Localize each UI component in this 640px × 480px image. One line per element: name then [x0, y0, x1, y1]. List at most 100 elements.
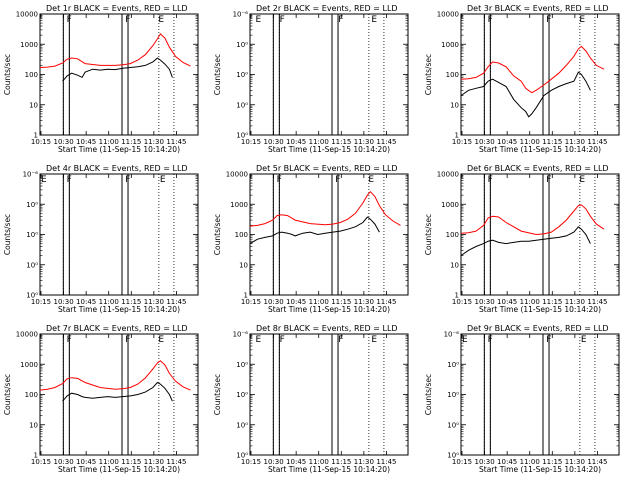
flag-label: E [368, 175, 374, 185]
flag-label: F [335, 175, 340, 185]
x-tick-label: 10:15 [31, 138, 51, 146]
x-tick-label: 10:15 [452, 298, 472, 306]
x-axis-label: Start Time (11-Sep-15 10:14:20) [58, 465, 180, 474]
y-tick-label: 10⁰ [26, 292, 38, 300]
x-tick-label: 11:30 [144, 298, 164, 306]
y-tick-label: 10⁰ [236, 421, 248, 429]
series-lld-line [39, 360, 191, 391]
x-axis-label: Start Time (11-Sep-15 10:14:20) [479, 465, 601, 474]
y-tick-label: 10⁰ [26, 261, 38, 269]
x-tick-label: 10:15 [452, 138, 472, 146]
y-tick-label: 10⁰ [26, 231, 38, 239]
y-tick-label: 10⁰ [447, 361, 459, 369]
y-tick-label: 10⁻⁶ [233, 11, 249, 19]
panel-3: Det 3r BLACK = Events, RED = LLD 10:15 10:… [424, 4, 620, 154]
x-tick-label: 10:30 [53, 298, 73, 306]
x-tick-label: 10:45 [286, 138, 306, 146]
x-tick-label: 11:30 [354, 458, 374, 466]
series-lld-line [39, 33, 191, 68]
flag-label: E [579, 175, 585, 185]
y-tick-label: 10⁰ [236, 132, 248, 140]
y-tick-label: 1 [455, 292, 459, 300]
y-tick-label: 10000 [437, 171, 459, 179]
x-tick-label: 11:15 [542, 138, 562, 146]
x-tick-label: 11:15 [121, 138, 141, 146]
series-events-line [62, 57, 173, 82]
y-tick-label: 1 [244, 292, 248, 300]
y-tick-label: 10⁰ [236, 101, 248, 109]
x-axis-label: Start Time (11-Sep-15 10:14:20) [268, 145, 390, 154]
x-tick-label: 11:45 [587, 138, 607, 146]
x-tick-label: 10:45 [76, 458, 96, 466]
y-axis-label: Counts/sec [3, 54, 12, 95]
flag-label: F [338, 15, 343, 25]
panel-title: Det 7r BLACK = Events, RED = LLD [46, 324, 188, 333]
y-tick-label: 10⁰ [447, 391, 459, 399]
x-tick-label: 11:45 [376, 298, 396, 306]
x-tick-label: 10:30 [474, 298, 494, 306]
x-tick-label: 11:45 [166, 298, 186, 306]
series-lld-line [460, 204, 605, 236]
flag-label: F [67, 15, 72, 25]
flag-label: F [546, 175, 551, 185]
y-tick-label: 10⁰ [447, 421, 459, 429]
x-tick-label: 11:30 [144, 138, 164, 146]
y-axis-label: Counts/sec [424, 374, 433, 415]
x-axis-label: Start Time (11-Sep-15 10:14:20) [58, 305, 180, 314]
series-events-line [460, 226, 591, 257]
x-tick-label: 11:00 [520, 298, 540, 306]
x-tick-label: 10:45 [497, 458, 517, 466]
x-tick-label: 11:00 [99, 298, 119, 306]
flag-label: E [160, 175, 166, 185]
y-tick-label: 10 [450, 101, 459, 109]
series-events-line [460, 71, 591, 118]
series-events-line [249, 216, 380, 245]
y-tick-label: 10⁰ [447, 452, 459, 460]
x-axis-label: Start Time (11-Sep-15 10:14:20) [58, 145, 180, 154]
x-tick-label: 10:15 [241, 298, 261, 306]
x-tick-label: 11:45 [587, 458, 607, 466]
y-tick-label: 10 [450, 261, 459, 269]
x-tick-label: 11:45 [166, 458, 186, 466]
y-axis-label: Counts/sec [213, 374, 222, 415]
x-axis-label: Start Time (11-Sep-15 10:14:20) [268, 465, 390, 474]
x-tick-label: 10:30 [474, 138, 494, 146]
flag-label: F [67, 335, 72, 345]
y-tick-label: 10⁰ [236, 391, 248, 399]
x-tick-label: 11:30 [565, 138, 585, 146]
y-tick-label: 10000 [16, 331, 38, 339]
x-tick-label: 10:30 [53, 138, 73, 146]
panel-title: Det 3r BLACK = Events, RED = LLD [467, 4, 609, 13]
y-tick-label: 1 [34, 452, 38, 460]
y-tick-label: 1000 [441, 41, 459, 49]
x-tick-label: 10:45 [497, 298, 517, 306]
y-axis-label: Counts/sec [213, 214, 222, 255]
y-tick-label: 10000 [226, 171, 248, 179]
y-tick-label: 1 [34, 132, 38, 140]
x-tick-label: 11:30 [565, 458, 585, 466]
x-tick-label: 11:00 [309, 458, 329, 466]
y-tick-label: 100 [235, 231, 248, 239]
y-tick-label: 1000 [20, 41, 38, 49]
x-tick-label: 11:15 [542, 298, 562, 306]
panel-title: Det 8r BLACK = Events, RED = LLD [256, 324, 398, 333]
flag-label: F [488, 15, 493, 25]
panel-title: Det 6r BLACK = Events, RED = LLD [467, 164, 609, 173]
x-tick-label: 11:15 [542, 458, 562, 466]
y-axis-label: Counts/sec [213, 54, 222, 95]
flag-label: E [256, 15, 262, 25]
y-tick-label: 1000 [20, 361, 38, 369]
x-tick-label: 11:45 [587, 298, 607, 306]
panel-title: Det 4r BLACK = Events, RED = LLD [46, 164, 188, 173]
x-tick-label: 10:15 [241, 458, 261, 466]
x-tick-label: 11:15 [331, 458, 351, 466]
x-tick-label: 11:00 [99, 138, 119, 146]
flag-label: F [277, 175, 282, 185]
flag-label: E [581, 335, 587, 345]
